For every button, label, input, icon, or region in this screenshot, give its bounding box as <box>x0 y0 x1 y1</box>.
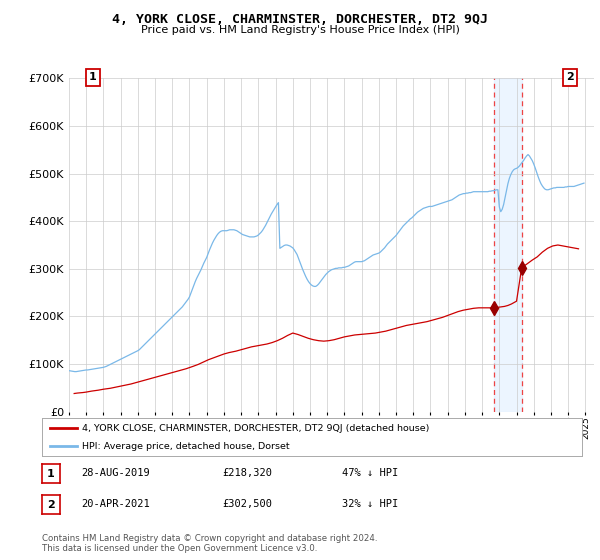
Text: 20-APR-2021: 20-APR-2021 <box>81 499 150 509</box>
Text: 4, YORK CLOSE, CHARMINSTER, DORCHESTER, DT2 9QJ (detached house): 4, YORK CLOSE, CHARMINSTER, DORCHESTER, … <box>83 424 430 433</box>
Text: HPI: Average price, detached house, Dorset: HPI: Average price, detached house, Dors… <box>83 442 290 451</box>
Text: Contains HM Land Registry data © Crown copyright and database right 2024.
This d: Contains HM Land Registry data © Crown c… <box>42 534 377 553</box>
Text: 4, YORK CLOSE, CHARMINSTER, DORCHESTER, DT2 9QJ: 4, YORK CLOSE, CHARMINSTER, DORCHESTER, … <box>112 13 488 26</box>
Text: £302,500: £302,500 <box>222 499 272 509</box>
Text: Price paid vs. HM Land Registry's House Price Index (HPI): Price paid vs. HM Land Registry's House … <box>140 25 460 35</box>
Text: 2: 2 <box>566 72 574 82</box>
Text: 2: 2 <box>47 500 55 510</box>
Text: 47% ↓ HPI: 47% ↓ HPI <box>342 468 398 478</box>
Text: 32% ↓ HPI: 32% ↓ HPI <box>342 499 398 509</box>
Text: 28-AUG-2019: 28-AUG-2019 <box>81 468 150 478</box>
Text: 1: 1 <box>89 72 97 82</box>
Text: 1: 1 <box>47 469 55 479</box>
Bar <box>494 78 522 412</box>
Text: £218,320: £218,320 <box>222 468 272 478</box>
